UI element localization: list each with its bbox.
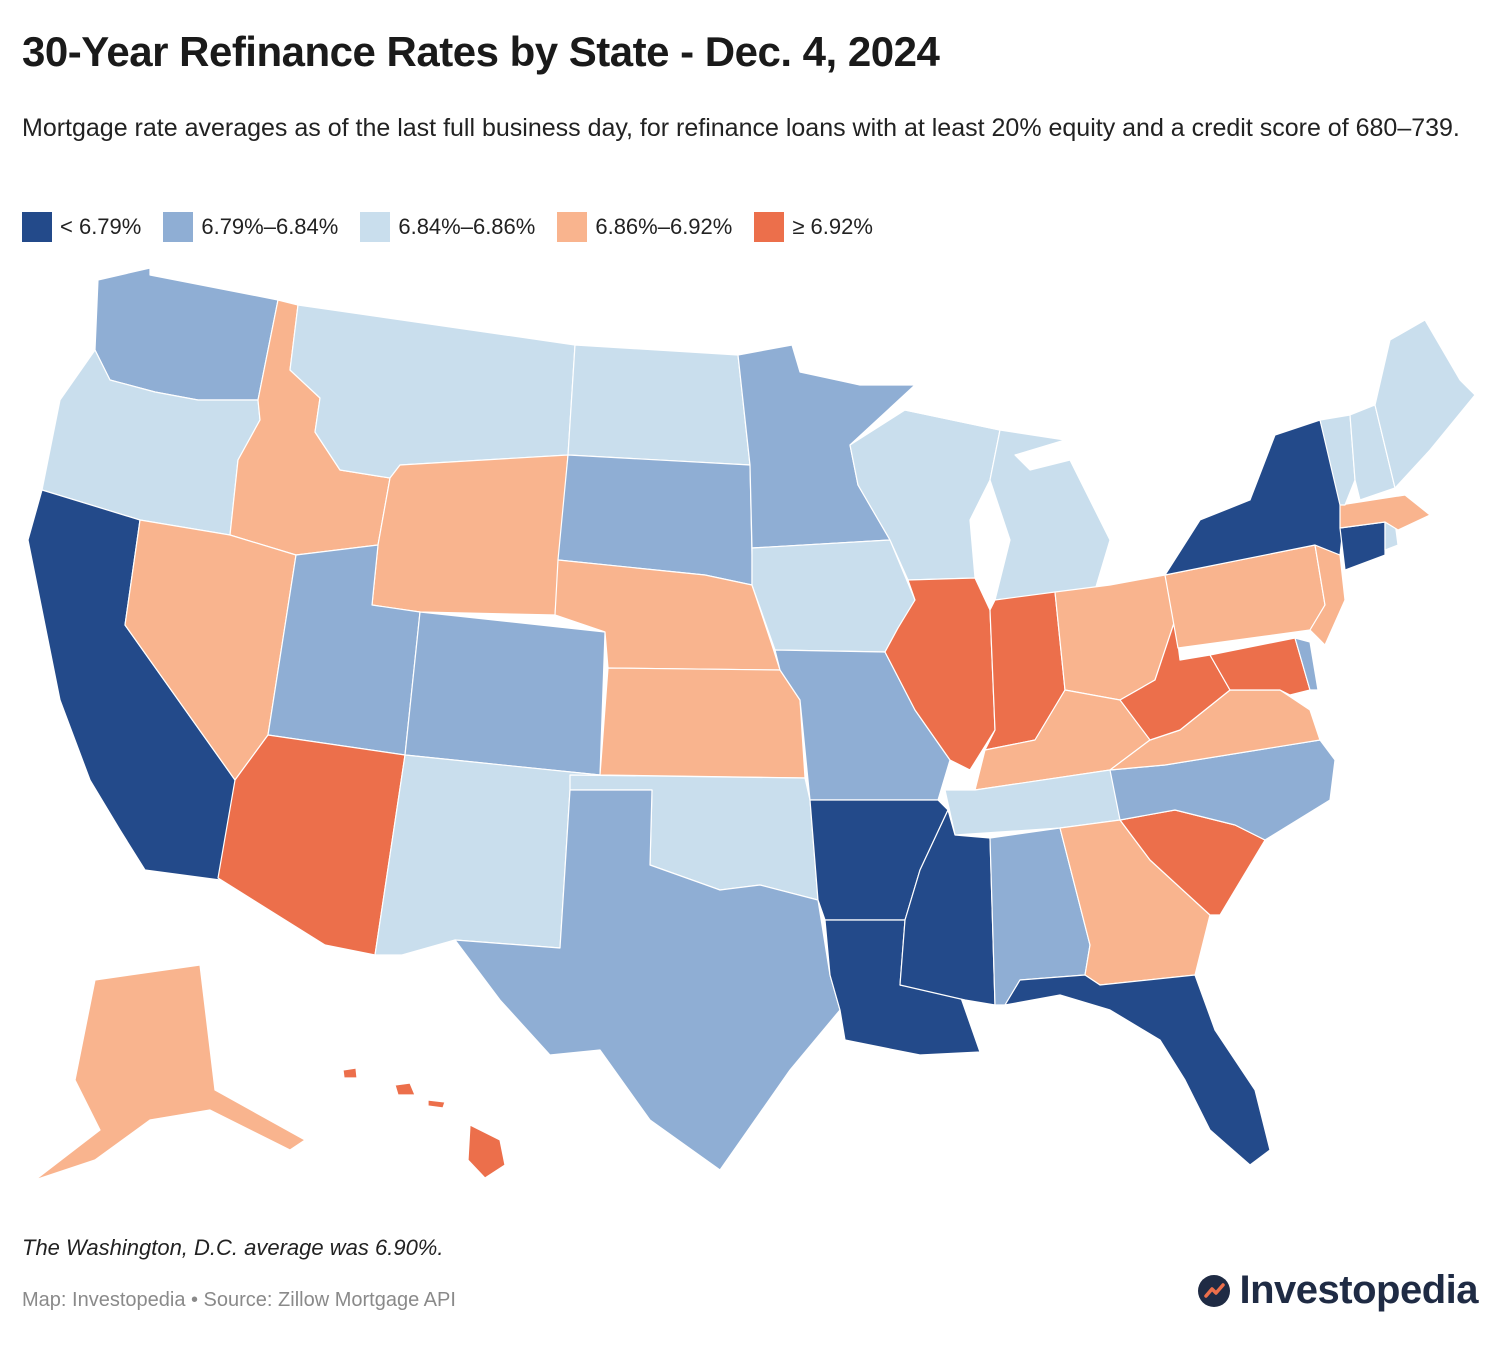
state-co [404, 611, 606, 776]
state-ma [1339, 494, 1431, 531]
chart-title: 30-Year Refinance Rates by State - Dec. … [22, 28, 940, 75]
legend-label-2: 6.84%–6.86% [398, 214, 536, 239]
legend-label-0: < 6.79% [60, 214, 142, 239]
legend: < 6.79% 6.79%–6.84% 6.84%–6.86% 6.86%–6.… [22, 212, 873, 242]
brand-logo: Investopedia [1197, 1268, 1478, 1313]
footnote: The Washington, D.C. average was 6.90%. [22, 1235, 444, 1260]
state-wy [371, 454, 569, 616]
state-hi [342, 1067, 506, 1179]
state-ak [34, 964, 306, 1181]
us-choropleth-map [27, 267, 1476, 1181]
state-ks [599, 667, 806, 779]
legend-swatch-3 [557, 212, 588, 242]
state-de [1294, 637, 1319, 691]
state-tx [454, 789, 841, 1171]
legend-item-1: 6.79%–6.84% [163, 212, 338, 242]
state-wa [94, 267, 279, 401]
legend-swatch-0 [22, 212, 52, 242]
legend-swatch-2 [360, 212, 391, 242]
legend-item-0: < 6.79% [22, 212, 141, 242]
legend-item-2: 6.84%–6.86% [360, 212, 535, 242]
state-az [217, 734, 406, 956]
state-fl [1004, 974, 1271, 1166]
legend-label-4: ≥ 6.92% [792, 214, 873, 239]
investopedia-logo-icon [1198, 1274, 1231, 1307]
state-ia [751, 539, 916, 653]
chart-subtitle: Mortgage rate averages as of the last fu… [22, 114, 1460, 142]
legend-swatch-4 [754, 212, 785, 242]
state-mi [904, 409, 1111, 601]
state-il [884, 577, 996, 771]
state-mt [289, 304, 576, 479]
state-ct [1339, 521, 1386, 571]
state-nh [1349, 404, 1396, 501]
source-credit: Map: Investopedia • Source: Zillow Mortg… [22, 1289, 456, 1311]
legend-item-3: 6.86%–6.92% [557, 212, 732, 242]
legend-swatch-1 [163, 212, 194, 242]
legend-label-3: 6.86%–6.92% [595, 214, 733, 239]
legend-item-4: ≥ 6.92% [754, 212, 873, 242]
state-me [1374, 319, 1476, 489]
state-vt [1319, 414, 1356, 506]
brand-name: Investopedia [1239, 1268, 1478, 1312]
legend-label-1: 6.79%–6.84% [201, 214, 339, 239]
state-nd [567, 344, 751, 466]
